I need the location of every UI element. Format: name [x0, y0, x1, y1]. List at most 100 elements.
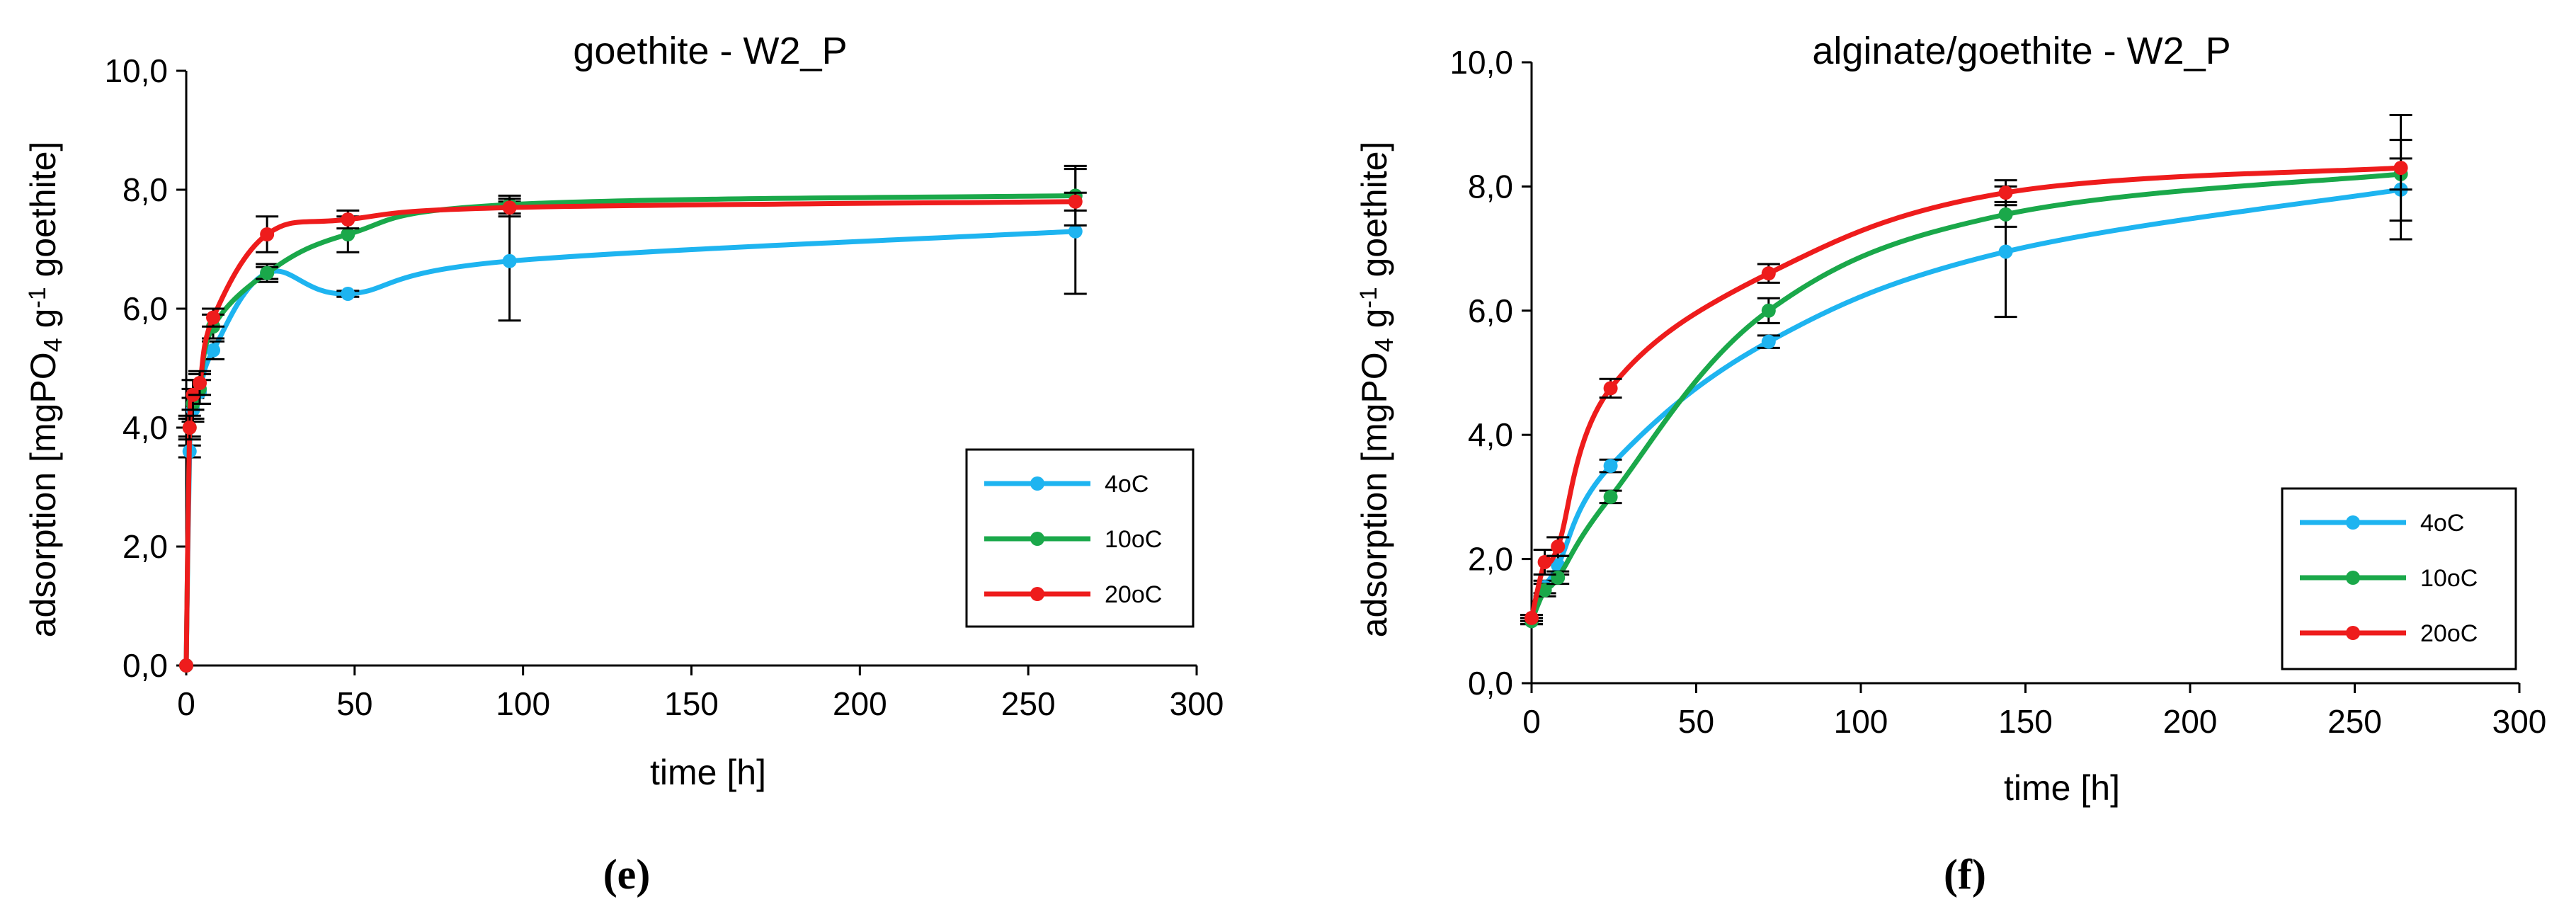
y-tick-label: 0,0: [122, 647, 168, 684]
data-point: [1603, 489, 1618, 504]
x-tick-label: 200: [833, 685, 887, 722]
chart-alginate-goethite: alginate/goethite - W2_P time [h] adsorp…: [1355, 30, 2546, 898]
y-axis-label-part: g: [23, 309, 63, 338]
legend-label: 20oC: [2420, 620, 2478, 647]
data-point: [182, 421, 197, 435]
x-tick-label: 50: [336, 685, 372, 722]
data-point: [1761, 266, 1776, 281]
x-tick-label: 300: [1170, 685, 1224, 722]
legend-item: 20oC: [984, 581, 1162, 608]
data-point: [193, 376, 207, 390]
data-point: [1537, 554, 1552, 569]
y-tick-label: 10,0: [104, 52, 168, 89]
data-point: [260, 265, 275, 280]
legend-item: 20oC: [2300, 620, 2478, 647]
data-point: [1537, 583, 1552, 598]
y-axis-label-part: 4: [38, 338, 67, 352]
data-point: [1761, 303, 1776, 318]
legend: 4oC 10oC 20oC: [965, 448, 1195, 628]
series-20oC: [1520, 114, 2412, 625]
series-4oC: [1520, 139, 2412, 629]
y-axis-label-part: adsorption [mgPO: [23, 352, 63, 637]
data-point: [1603, 459, 1618, 474]
y-tick-label: 4,0: [1468, 416, 1513, 453]
data-point: [1068, 224, 1083, 239]
data-point: [260, 227, 275, 241]
series-line: [1529, 171, 2401, 622]
y-axis-label: adsorption [mgPO4 g-1 goethite]: [23, 142, 67, 638]
panel-caption: (e): [603, 851, 651, 898]
y-axis-label-part: 4: [1369, 338, 1398, 352]
legend-marker: [1030, 476, 1044, 491]
x-tick-label: 100: [496, 685, 550, 722]
y-tick-label: 6,0: [122, 290, 168, 327]
y-axis-label: adsorption [mgPO4 g-1 goethite]: [1355, 142, 1398, 638]
x-tick-label: 150: [1998, 703, 2053, 740]
data-point: [1551, 539, 1566, 554]
y-tick-label: 2,0: [1468, 541, 1513, 578]
x-tick-label: 0: [177, 685, 195, 722]
data-point: [341, 212, 355, 227]
series-line: [183, 193, 1076, 666]
legend-item: 4oC: [984, 471, 1149, 498]
legend-label: 10oC: [1105, 526, 1162, 553]
series-line: [183, 229, 1076, 666]
data-point: [1998, 185, 2013, 200]
legend-item: 10oC: [984, 526, 1162, 553]
series-line: [183, 199, 1076, 666]
data-point: [206, 310, 221, 325]
x-tick-label: 250: [1001, 685, 1056, 722]
x-axis-label: time [h]: [2004, 768, 2120, 808]
legend-label: 20oC: [1105, 581, 1162, 608]
legend-marker: [2346, 571, 2360, 585]
y-axis-label-part: -1: [1355, 287, 1382, 308]
chart-title: alginate/goethite - W2_P: [1812, 30, 2230, 72]
data-point: [1998, 244, 2013, 259]
y-tick-label: 0,0: [1468, 665, 1513, 702]
series-10oC: [1520, 157, 2412, 629]
data-point: [341, 287, 355, 301]
y-axis-label-part: goethite]: [23, 142, 63, 287]
legend-marker: [1030, 532, 1044, 546]
series-line: [1529, 165, 2401, 619]
x-tick-label: 50: [1678, 703, 1714, 740]
series-20oC: [178, 191, 1087, 673]
legend-item: 10oC: [2300, 565, 2478, 592]
legend-marker: [2346, 515, 2360, 530]
data-point: [2393, 161, 2408, 176]
x-tick-label: 300: [2492, 703, 2547, 740]
data-point: [1068, 194, 1083, 209]
data-point: [1998, 207, 2013, 222]
plot-area: [1520, 114, 2412, 629]
y-axis-label-part: g: [1355, 309, 1394, 338]
axes: 0,0 2,0 4,0 6,0 8,0 10,0 0 50 100 150 200 250 300: [1449, 44, 2546, 740]
y-tick-label: 8,0: [122, 171, 168, 208]
x-tick-label: 200: [2163, 703, 2218, 740]
legend-marker: [1030, 587, 1044, 601]
data-point: [502, 253, 517, 268]
y-axis-label-part: -1: [24, 287, 51, 308]
legend-item: 4oC: [2300, 510, 2464, 537]
y-axis-label-part: adsorption [mgPO: [1355, 352, 1394, 637]
data-point: [341, 227, 355, 241]
series-10oC: [178, 164, 1087, 673]
axes: 0,0 2,0 4,0 6,0 8,0 10,0 0 50 100 150 200 250 300: [104, 52, 1224, 722]
data-point: [1551, 570, 1566, 585]
data-point: [206, 343, 221, 358]
legend: 4oC 10oC 20oC: [2281, 487, 2517, 670]
series-line: [1529, 187, 2402, 622]
x-axis-label: time [h]: [650, 753, 766, 792]
x-tick-label: 150: [664, 685, 719, 722]
data-point: [502, 200, 517, 215]
legend-label: 4oC: [2420, 510, 2464, 537]
chart-goethite: goethite - W2_P time [h] adsorption [mgP…: [23, 30, 1224, 898]
legend-marker: [2346, 626, 2360, 640]
y-tick-label: 2,0: [122, 528, 168, 565]
data-point: [1603, 381, 1618, 396]
plot-area: [178, 164, 1087, 673]
data-point: [1524, 610, 1539, 625]
y-tick-label: 6,0: [1468, 292, 1513, 329]
y-axis-label-part: goethite]: [1355, 142, 1394, 287]
panel-caption: (f): [1944, 851, 1986, 898]
